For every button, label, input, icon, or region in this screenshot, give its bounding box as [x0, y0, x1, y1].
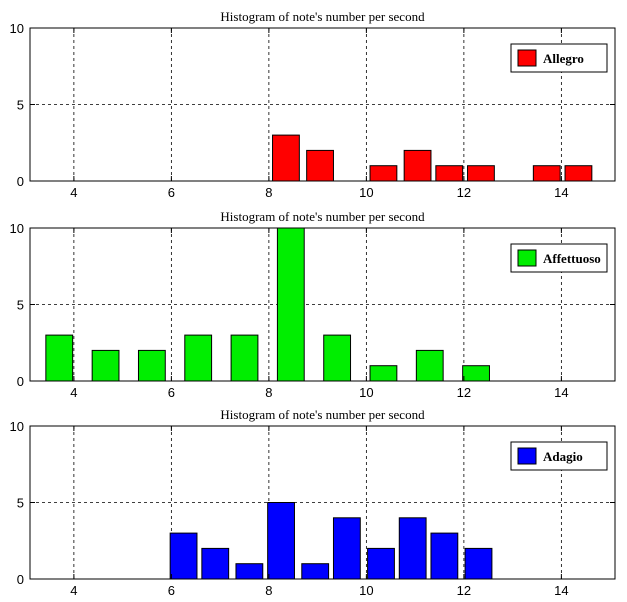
bar	[532, 165, 561, 182]
x-tick-label: 6	[168, 185, 175, 200]
bar	[267, 502, 295, 580]
legend-label: Affettuoso	[543, 251, 601, 266]
bar	[201, 547, 230, 580]
chart-title: Histogram of note's number per second	[220, 407, 425, 422]
legend-swatch	[517, 249, 537, 267]
subplot-1: 4 6 8 10 12 14 0 5 10 Histogram of note's number …	[10, 9, 616, 200]
x-tick-label: 4	[70, 583, 77, 598]
bar	[137, 349, 166, 382]
subplot-2: 4 6 8 10 12 14 0 5 10 Histogram of note's number …	[10, 209, 616, 400]
bar	[91, 349, 120, 382]
bar	[435, 165, 464, 182]
bar	[430, 532, 459, 580]
subplot-3: 4 6 8 10 12 14 0 5 10 Histogram of note's number …	[10, 407, 616, 598]
bar	[184, 334, 213, 382]
y-tick-label: 10	[10, 221, 24, 236]
bar	[169, 532, 198, 580]
y-tick-label: 0	[17, 572, 24, 587]
bar	[403, 149, 432, 182]
bar	[369, 365, 398, 382]
bar	[301, 563, 330, 580]
bar	[369, 165, 398, 182]
x-tick-label: 10	[359, 185, 373, 200]
chart-title: Histogram of note's number per second	[220, 9, 425, 24]
x-tick-label: 12	[457, 185, 471, 200]
x-tick-label: 14	[554, 385, 568, 400]
bar	[462, 365, 490, 382]
legend-swatch	[517, 447, 537, 465]
bar	[467, 165, 495, 182]
y-tick-label: 5	[17, 298, 24, 313]
x-tick-label: 8	[265, 185, 272, 200]
x-tick-label: 10	[359, 583, 373, 598]
bar	[564, 165, 593, 182]
x-tick-label: 6	[168, 583, 175, 598]
bar	[367, 547, 395, 580]
legend-label: Adagio	[543, 449, 583, 464]
legend-label: Allegro	[543, 51, 584, 66]
bar	[398, 517, 427, 580]
bar	[272, 134, 300, 182]
x-tick-label: 8	[265, 385, 272, 400]
legend: Adagio	[510, 441, 608, 471]
bar	[276, 227, 305, 382]
chart-title: Histogram of note's number per second	[220, 209, 425, 224]
bar	[235, 563, 264, 580]
x-tick-label: 4	[70, 185, 77, 200]
bar	[323, 334, 352, 382]
bar	[45, 334, 74, 382]
x-tick-label: 4	[70, 385, 77, 400]
legend: Allegro	[510, 43, 608, 73]
legend-swatch	[517, 49, 537, 67]
y-tick-label: 0	[17, 374, 24, 389]
bar	[415, 349, 444, 382]
y-tick-label: 10	[10, 419, 24, 434]
y-tick-label: 5	[17, 496, 24, 511]
x-tick-label: 8	[265, 583, 272, 598]
x-tick-label: 14	[554, 185, 568, 200]
bar	[332, 517, 361, 580]
x-tick-label: 10	[359, 385, 373, 400]
bar	[306, 149, 334, 182]
y-tick-label: 0	[17, 174, 24, 189]
bar	[464, 547, 493, 580]
x-tick-label: 12	[457, 583, 471, 598]
bar	[230, 334, 259, 382]
x-tick-label: 6	[168, 385, 175, 400]
y-tick-label: 10	[10, 21, 24, 36]
x-tick-label: 14	[554, 583, 568, 598]
legend: Affettuoso	[510, 243, 608, 273]
y-tick-label: 5	[17, 98, 24, 113]
x-tick-label: 12	[457, 385, 471, 400]
